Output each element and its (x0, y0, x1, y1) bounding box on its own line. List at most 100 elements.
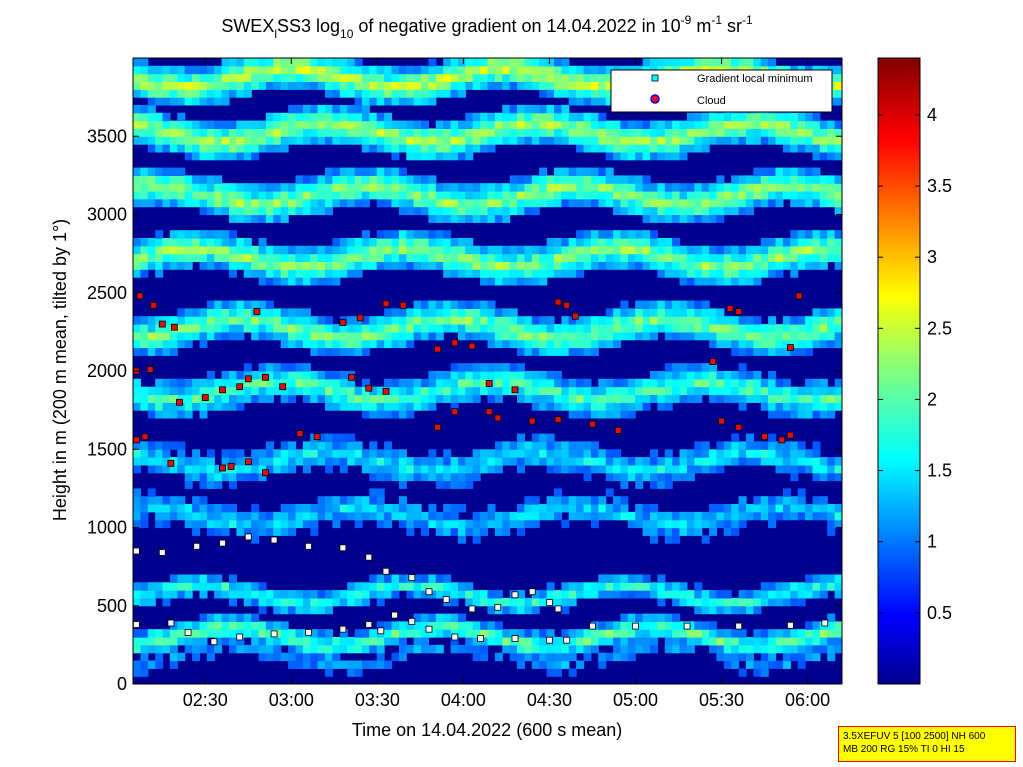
heatmap-cell (657, 511, 666, 521)
heatmap-cell (339, 167, 348, 176)
heatmap-cell (325, 73, 333, 82)
heatmap-cell (642, 613, 651, 622)
heatmap-cell (236, 402, 245, 411)
heatmap-cell (546, 324, 555, 333)
heatmap-cell (782, 629, 791, 638)
heatmap-cell (361, 339, 370, 349)
heatmap-cell (554, 449, 562, 458)
heatmap-cell (236, 457, 245, 466)
heatmap-cell (265, 324, 274, 333)
heatmap-cell (406, 386, 415, 396)
heatmap-cell (332, 65, 341, 75)
heatmap-cell (221, 73, 230, 82)
heatmap-cell (206, 128, 215, 137)
heatmap-cell (295, 58, 304, 67)
heatmap-cell (605, 637, 614, 646)
heatmap-cell (133, 449, 141, 458)
heatmap-cell (155, 183, 164, 192)
heatmap-cell (280, 652, 289, 662)
heatmap-cell (576, 128, 585, 137)
heatmap-cell (280, 214, 289, 223)
heatmap-cell (539, 331, 548, 341)
heatmap-cell (509, 269, 518, 278)
heatmap-cell (325, 261, 333, 270)
heatmap-cell (539, 191, 548, 200)
heatmap-cell (531, 198, 540, 208)
heatmap-cell (746, 136, 754, 145)
heatmap-cell (251, 261, 260, 270)
heatmap-cell (465, 386, 474, 396)
heatmap-cell (635, 574, 644, 583)
heatmap-cell (347, 191, 356, 200)
heatmap-cell (583, 167, 592, 176)
heatmap-cell (583, 81, 592, 90)
heatmap-cell (317, 637, 326, 646)
heatmap-cell (155, 324, 164, 333)
heatmap-cell (701, 261, 710, 270)
heatmap-cell (524, 206, 533, 216)
heatmap-cell (229, 245, 237, 255)
heatmap-cell (738, 128, 747, 137)
heatmap-cell (162, 253, 171, 262)
heatmap-cell (384, 183, 393, 192)
heatmap-cell (738, 394, 747, 403)
heatmap-cell (354, 668, 363, 677)
heatmap-cell (206, 371, 215, 380)
heatmap-cell (827, 457, 836, 466)
heatmap-cell (642, 128, 651, 137)
heatmap-cell (472, 191, 481, 200)
heatmap-cell (517, 629, 525, 638)
heatmap-cell (347, 183, 356, 192)
heatmap-cell (613, 120, 622, 129)
heatmap-cell (384, 402, 393, 411)
heatmap-cell (384, 590, 393, 599)
heatmap-cell (509, 324, 518, 333)
heatmap-cell (790, 394, 799, 403)
heatmap-cell (458, 128, 466, 137)
heatmap-cell (236, 144, 245, 153)
heatmap-cell (155, 496, 164, 505)
heatmap-cell (694, 112, 703, 122)
heatmap-cell (162, 191, 171, 200)
heatmap-cell (376, 144, 385, 153)
heatmap-cell (450, 214, 459, 223)
heatmap-cell (782, 464, 791, 474)
heatmap-cell (421, 300, 429, 309)
heatmap-cell (295, 590, 304, 599)
heatmap-cell (627, 386, 636, 396)
heatmap-cell (627, 238, 636, 247)
heatmap-cell (723, 120, 732, 129)
heatmap-cell (443, 198, 452, 208)
heatmap-cell (701, 378, 710, 388)
heatmap-cell (428, 511, 437, 521)
heatmap-cell (731, 175, 740, 184)
heatmap-cell (760, 128, 769, 137)
heatmap-cell (812, 402, 821, 411)
heatmap-cell (834, 331, 842, 341)
heatmap-cell (147, 449, 156, 458)
heatmap-cell (716, 112, 725, 122)
heatmap-cell (310, 175, 319, 184)
heatmap-cell (679, 214, 688, 223)
heatmap-cell (605, 582, 614, 591)
heatmap-cell (590, 73, 599, 82)
heatmap-cell (295, 175, 304, 184)
heatmap-cell (199, 65, 208, 75)
heatmap-cell (701, 535, 710, 544)
heatmap-cell (398, 183, 407, 192)
heatmap-cell (679, 464, 688, 474)
heatmap-cell (273, 457, 282, 466)
heatmap-cell (561, 245, 570, 255)
heatmap-cell (738, 637, 747, 646)
heatmap-cell (273, 245, 282, 255)
heatmap-cell (406, 261, 415, 270)
heatmap-cell (805, 504, 814, 513)
heatmap-cell (576, 245, 585, 255)
heatmap-cell (812, 324, 821, 333)
heatmap-cell (502, 206, 511, 216)
heatmap-cell (598, 81, 607, 90)
heatmap-cell (709, 214, 718, 223)
heatmap-cell (834, 245, 842, 255)
heatmap-cell (657, 128, 666, 137)
heatmap-cell (805, 621, 814, 630)
